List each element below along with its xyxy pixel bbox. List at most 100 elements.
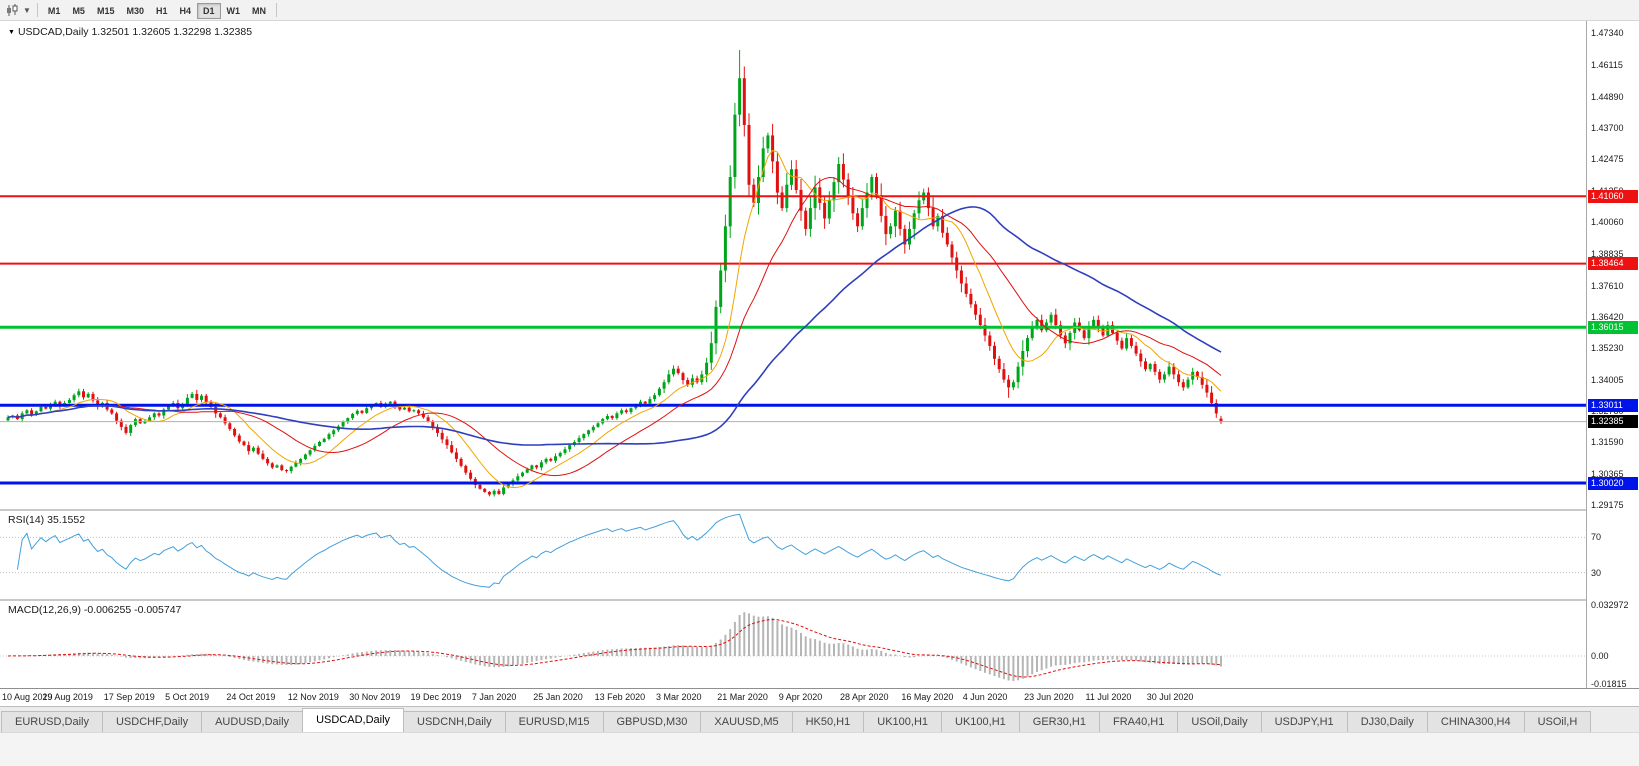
toolbar-divider	[276, 3, 278, 17]
chart-tab-EURUSD-M15[interactable]: EURUSD,M15	[504, 711, 604, 732]
rsi-indicator-header: RSI(14) 35.1552	[8, 514, 85, 526]
timeframe-button-M30[interactable]: M30	[126, 6, 144, 16]
current-price-chip: 1.32385	[1588, 415, 1638, 429]
date-axis-label: 30 Jul 2020	[1146, 692, 1194, 702]
price-axis-label: 1.36420	[1591, 311, 1624, 322]
timeframe-button-M1[interactable]: M1	[47, 6, 61, 16]
date-axis-label: 10 Aug 2019	[2, 692, 53, 702]
timeframe-button-H1[interactable]: H1	[155, 6, 168, 16]
panel-splitter[interactable]	[0, 599, 1639, 601]
date-axis-label: 16 May 2020	[901, 692, 954, 702]
price-axis-label: 1.38835	[1591, 249, 1624, 259]
symbol-name: USDCAD,Daily	[17, 26, 89, 38]
rsi-label: RSI(14)	[8, 514, 45, 526]
chart-tab-GER30-H1[interactable]: GER30,H1	[1018, 711, 1100, 732]
symbol-ohlc-header: ▼ USDCAD,Daily 1.32501 1.32605 1.32298 1.…	[8, 26, 252, 38]
price-axis-label: 1.37610	[1591, 280, 1624, 291]
price-axis-label: 1.43700	[1591, 122, 1624, 133]
macd-indicator-canvas[interactable]	[0, 601, 1586, 688]
macd-signal-value: -0.005747	[134, 604, 182, 616]
chart-tab-USOil-H[interactable]: USOil,H	[1523, 711, 1592, 732]
price-axis-label: 1.42475	[1591, 154, 1624, 165]
top-toolbar: ▼ M1 M5 M15 M30 H1 H4 D1 W1 MN	[0, 0, 1639, 21]
chart-tab-EURUSD-Daily[interactable]: EURUSD,Daily	[1, 711, 103, 732]
chart-tab-USOil-Daily[interactable]: USOil,Daily	[1177, 711, 1262, 732]
panel-splitter[interactable]	[0, 509, 1639, 511]
price-axis-label: 1.30365	[1591, 469, 1624, 480]
candlestick-chart-type-icon[interactable]	[4, 3, 20, 18]
hline-price-chip[interactable]: 1.30020	[1588, 476, 1638, 490]
chart-tab-DJ30-Daily[interactable]: DJ30,Daily	[1346, 711, 1428, 732]
toolbar-divider	[36, 3, 38, 17]
chart-tab-FRA40-H1[interactable]: FRA40,H1	[1098, 711, 1179, 732]
chart-tab-GBPUSD-M30[interactable]: GBPUSD,M30	[602, 711, 702, 732]
ohlc-low: 1.32298	[173, 26, 212, 38]
date-axis-label: 17 Sep 2019	[103, 692, 155, 702]
macd-label: MACD(12,26,9)	[8, 604, 81, 616]
hline-price-chip[interactable]: 1.36015	[1588, 320, 1638, 334]
macd-axis-label: -0.01815	[1591, 679, 1627, 689]
timeframe-button-M5[interactable]: M5	[72, 6, 85, 16]
chart-tab-AUDUSD-Daily[interactable]: AUDUSD,Daily	[201, 711, 304, 732]
status-strip	[0, 732, 1639, 766]
chart-tab-UK100-H1[interactable]: UK100,H1	[941, 711, 1020, 732]
date-axis-label: 28 Apr 2020	[840, 692, 889, 702]
chart-tab-UK100-H1[interactable]: UK100,H1	[863, 711, 943, 732]
macd-value: -0.006255	[83, 604, 132, 616]
chart-tab-USDCHF-Daily[interactable]: USDCHF,Daily	[101, 711, 203, 732]
timeframe-button-D1[interactable]: D1	[197, 3, 221, 19]
date-axis-label: 21 Mar 2020	[717, 692, 768, 702]
date-axis-label: 24 Oct 2019	[226, 692, 276, 702]
timeframe-button-MN[interactable]: MN	[252, 6, 267, 16]
price-scale-axis: 1.473401.461151.448901.437001.424751.412…	[1586, 21, 1639, 689]
chart-tab-USDCAD-Daily[interactable]: USDCAD,Daily	[302, 708, 405, 732]
price-axis-label: 1.34005	[1591, 374, 1624, 385]
rsi-axis-label: 30	[1591, 567, 1602, 578]
date-axis-label: 30 Nov 2019	[349, 692, 401, 702]
chart-window: ▼ USDCAD,Daily 1.32501 1.32605 1.32298 1.…	[0, 21, 1639, 706]
date-axis-label: 13 Feb 2020	[594, 692, 646, 702]
date-axis-label: 23 Jun 2020	[1024, 692, 1074, 702]
timeframe-button-group: M1 M5 M15 M30 H1 H4 D1 W1 MN	[42, 1, 272, 19]
macd-axis-label: 0.00	[1591, 651, 1609, 661]
ohlc-open: 1.32501	[91, 26, 130, 38]
one-click-trading-collapse-icon[interactable]: ▼	[8, 29, 15, 36]
chart-type-dropdown-icon[interactable]: ▼	[23, 5, 31, 15]
date-axis-label: 25 Jan 2020	[533, 692, 583, 702]
timeframe-button-H4[interactable]: H4	[179, 6, 192, 16]
date-axis-label: 9 Apr 2020	[778, 692, 823, 702]
date-axis-label: 4 Jun 2020	[962, 692, 1008, 702]
price-axis-label: 1.35230	[1591, 342, 1624, 353]
price-chart-canvas[interactable]	[0, 21, 1586, 509]
chart-tab-USDJPY-H1[interactable]: USDJPY,H1	[1260, 711, 1348, 732]
date-axis-label: 29 Aug 2019	[42, 692, 93, 702]
chart-tab-bar: EURUSD,Daily USDCHF,Daily AUDUSD,Daily USDC…	[0, 706, 1639, 732]
rsi-value: 35.1552	[47, 514, 86, 526]
date-axis-label: 7 Jan 2020	[471, 692, 517, 702]
price-axis-label: 1.47340	[1591, 28, 1624, 38]
price-axis-label: 1.29175	[1591, 500, 1624, 510]
timeframe-button-M15[interactable]: M15	[96, 6, 115, 16]
hline-price-chip[interactable]: 1.41060	[1588, 189, 1638, 203]
chart-tab-HK50-H1[interactable]: HK50,H1	[791, 711, 865, 732]
date-axis: 10 Aug 2019 29 Aug 2019 17 Sep 2019 5 Oct 2…	[0, 688, 1639, 706]
rsi-axis-label: 70	[1591, 532, 1602, 543]
ohlc-high: 1.32605	[132, 26, 171, 38]
chart-tab-XAUUSD-M5[interactable]: XAUUSD,M5	[700, 711, 793, 732]
hline-price-chip[interactable]: 1.38464	[1588, 257, 1638, 271]
macd-indicator-header: MACD(12,26,9) -0.006255 -0.005747	[8, 604, 181, 616]
hline-price-chip[interactable]: 1.33011	[1588, 398, 1638, 412]
chart-tab-USDCNH-Daily[interactable]: USDCNH,Daily	[403, 711, 506, 732]
ohlc-close: 1.32385	[214, 26, 253, 38]
price-axis-label: 1.44890	[1591, 91, 1624, 102]
chart-tab-CHINA300-H4[interactable]: CHINA300,H4	[1426, 711, 1525, 732]
date-axis-label: 3 Mar 2020	[656, 692, 702, 702]
price-axis-label: 1.31590	[1591, 437, 1624, 448]
date-axis-label: 5 Oct 2019	[165, 692, 210, 702]
date-axis-label: 19 Dec 2019	[410, 692, 462, 702]
rsi-indicator-canvas[interactable]	[0, 511, 1586, 599]
timeframe-button-W1[interactable]: W1	[226, 6, 241, 16]
price-axis-label: 1.46115	[1591, 59, 1623, 70]
price-axis-label: 1.40060	[1591, 217, 1624, 228]
date-axis-label: 11 Jul 2020	[1085, 692, 1132, 702]
